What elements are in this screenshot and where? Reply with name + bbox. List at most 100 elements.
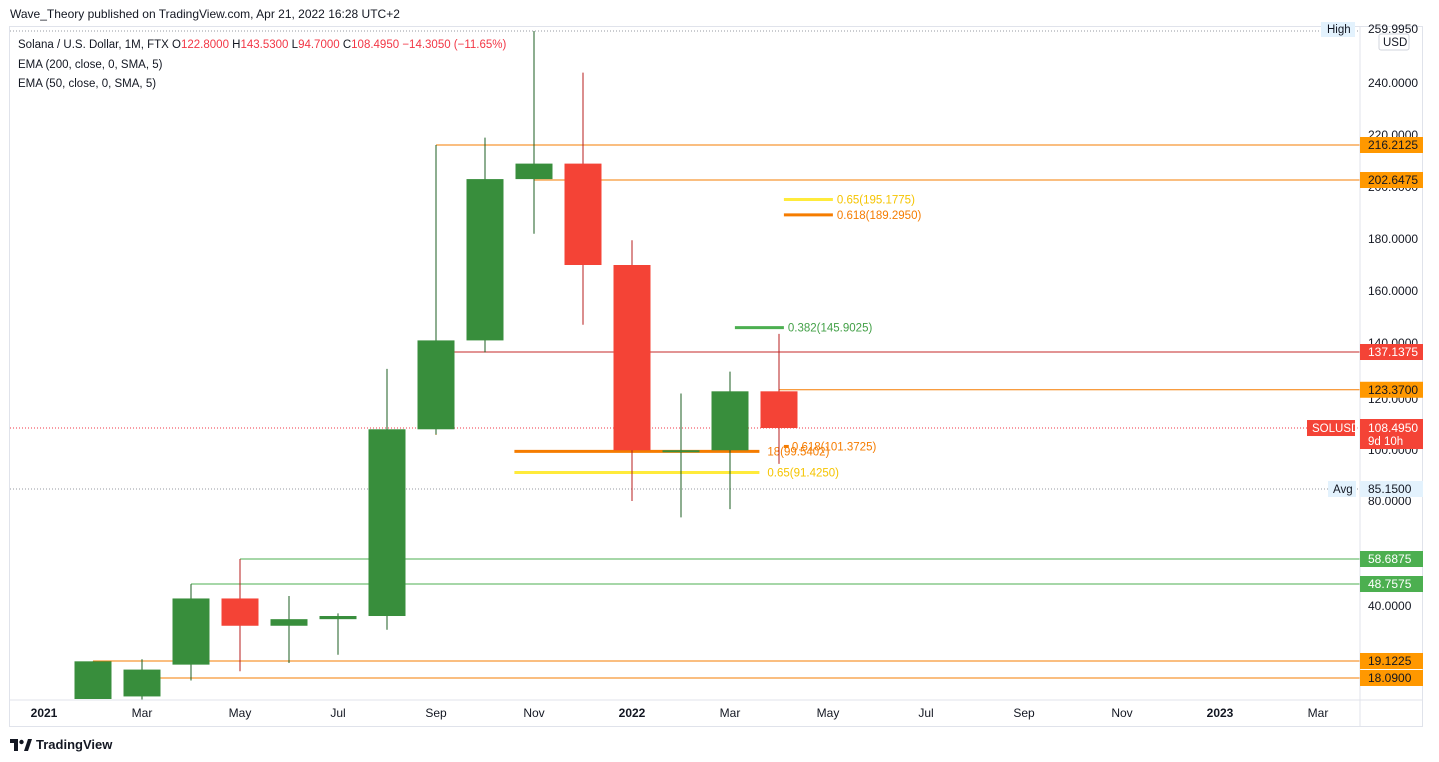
high-badge-value: 259.9950 xyxy=(1368,22,1418,36)
low-label: L xyxy=(291,39,299,51)
currency-badge-text: USD xyxy=(1383,37,1407,49)
candle-2021-03 xyxy=(172,584,210,681)
candle-2021-11 xyxy=(564,72,602,325)
candle-body xyxy=(662,450,700,453)
last-price-countdown: 9d 10h xyxy=(1368,436,1403,448)
x-tick-label: Mar xyxy=(720,706,741,720)
x-tick-label: Sep xyxy=(1013,706,1035,720)
x-tick-label: Jul xyxy=(330,706,345,720)
x-tick-label: Sep xyxy=(425,706,447,720)
symbol-title: Solana / U.S. Dollar, 1M, FTX xyxy=(18,39,169,51)
last-price-badge-bg xyxy=(1360,419,1423,450)
candle-2021-06 xyxy=(319,613,357,655)
level-badge-0-bg xyxy=(1360,136,1423,153)
chart-legend: Solana / U.S. Dollar, 1M, FTX O122.8000 … xyxy=(18,36,506,95)
publish-header: Wave_Theory published on TradingView.com… xyxy=(10,7,400,21)
level-badge-4-text: 58.6875 xyxy=(1368,552,1412,566)
level-badge-1: 202.6475 xyxy=(1360,172,1423,189)
level-badge-0: 216.2125 xyxy=(1360,136,1423,153)
level-badge-6-bg xyxy=(1360,652,1423,669)
level-badge-0-text: 216.2125 xyxy=(1368,138,1418,152)
candle-body xyxy=(417,340,455,430)
x-tick-label: May xyxy=(229,706,252,720)
avg-badge-bg xyxy=(1360,481,1423,497)
candle-2022-03 xyxy=(760,333,798,464)
candle-body xyxy=(172,598,210,665)
avg-tag-text: Avg xyxy=(1333,484,1353,496)
candle-body xyxy=(319,616,357,620)
candle-body xyxy=(564,163,602,265)
tradingview-logo-icon xyxy=(10,738,32,751)
level-badge-3-text: 123.3700 xyxy=(1368,383,1418,397)
high-value: 143.5300 xyxy=(240,39,289,51)
candle-2022-01 xyxy=(662,393,700,518)
currency-badge-bg xyxy=(1378,33,1410,51)
y-tick-label: 80.0000 xyxy=(1368,494,1412,508)
x-tick-label: Jul xyxy=(918,706,933,720)
change-value: −14.3050 (−11.65%) xyxy=(402,39,507,51)
candle-body xyxy=(368,429,406,617)
x-tick-label: Nov xyxy=(523,706,544,720)
candle-2021-09 xyxy=(466,137,504,353)
candle-body xyxy=(515,163,553,180)
fib-label-0: 0.65(195.1775) xyxy=(837,195,915,207)
ema50-legend[interactable]: EMA (50, close, 0, SMA, 5) xyxy=(18,78,157,90)
ema200-legend[interactable]: EMA (200, close, 0, SMA, 5) xyxy=(18,58,163,71)
high-tag-text: High xyxy=(1327,24,1351,36)
fib-label-2: 0.382(145.9025) xyxy=(788,323,873,335)
level-badge-5-text: 48.7575 xyxy=(1368,577,1412,591)
x-tick-label: May xyxy=(817,706,840,720)
level-badge-1-bg xyxy=(1360,172,1423,189)
avg-badge-value: 85.1500 xyxy=(1368,482,1412,496)
symbol-tag-text: SOLUSD xyxy=(1312,423,1359,435)
close-label: C xyxy=(342,39,352,51)
high-tag-bg xyxy=(1321,22,1355,37)
candle-body xyxy=(221,598,259,626)
candle-2021-05 xyxy=(270,595,308,663)
level-badge-6-text: 19.1225 xyxy=(1368,654,1412,668)
level-badge-2-bg xyxy=(1360,344,1423,361)
symbol-legend-row: Solana / U.S. Dollar, 1M, FTX O122.8000 … xyxy=(18,36,506,56)
high-label: H xyxy=(232,39,241,51)
close-value: 108.4950 xyxy=(351,39,400,51)
fib-label-3: 0.618(101.3725) xyxy=(792,441,877,453)
level-badge-5-bg xyxy=(1360,576,1423,593)
level-badge-5: 48.7575 xyxy=(1360,576,1423,593)
level-badge-2-text: 137.1375 xyxy=(1368,345,1418,359)
level-badge-7-text: 18.0900 xyxy=(1368,671,1412,685)
chart-frame[interactable] xyxy=(9,26,1423,727)
candle-2021-12 xyxy=(613,240,651,501)
candle-2021-01 xyxy=(74,661,112,699)
x-tick-label: Mar xyxy=(132,706,153,720)
x-tick-label: 2022 xyxy=(619,706,646,720)
candle-body xyxy=(74,661,112,699)
open-label: O xyxy=(172,39,181,51)
x-tick-label: Mar xyxy=(1308,706,1329,720)
last-price-value: 108.4950 xyxy=(1368,421,1418,435)
level-badge-7: 18.0900 xyxy=(1360,670,1423,686)
y-tick-label: 180.0000 xyxy=(1368,232,1418,246)
candle-body xyxy=(760,391,798,429)
plot-area: 0.65(195.1775) 0.618(189.2950) 0.382(145.9… xyxy=(10,30,1360,700)
level-badge-3-bg xyxy=(1360,381,1423,398)
candle-2021-10 xyxy=(515,31,553,234)
avg-tag-bg xyxy=(1328,481,1356,497)
level-badge-6: 19.1225 xyxy=(1360,652,1423,669)
candle-body xyxy=(613,265,651,451)
brand-name: TradingView xyxy=(36,737,113,752)
level-badge-3: 123.3700 xyxy=(1360,381,1423,398)
level-badge-4: 58.6875 xyxy=(1360,551,1423,568)
level-badge-1-text: 202.6475 xyxy=(1368,173,1418,187)
level-badge-2: 137.1375 xyxy=(1360,344,1423,361)
candle-2022-02 xyxy=(711,371,749,510)
candle-2021-04 xyxy=(221,558,259,672)
candle-2021-02 xyxy=(123,659,161,700)
symbol-tag-bg xyxy=(1307,420,1355,437)
tradingview-footer[interactable]: TradingView xyxy=(10,737,112,752)
x-tick-label: 2021 xyxy=(31,706,58,720)
candle-2021-08 xyxy=(417,145,455,435)
candle-body xyxy=(270,619,308,626)
y-tick-label: 160.0000 xyxy=(1368,284,1418,298)
level-badge-4-bg xyxy=(1360,551,1423,568)
